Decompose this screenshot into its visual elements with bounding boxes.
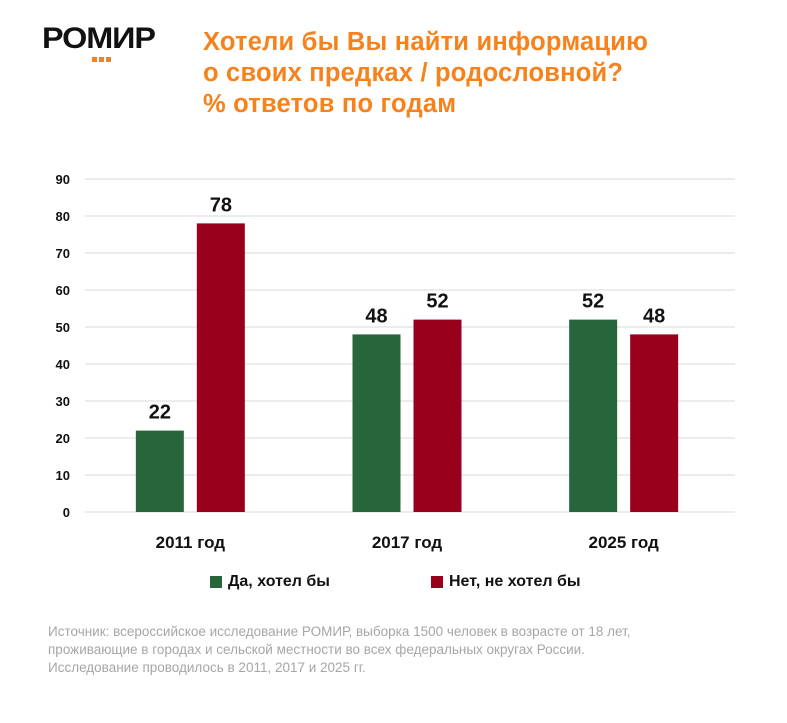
y-tick-label: 80 (56, 209, 70, 224)
footnote-line-3: Исследование проводилось в 2011, 2017 и … (48, 660, 366, 675)
legend-label-yes: Да, хотел бы (228, 573, 330, 590)
footnote-line-1: Источник: всероссийское исследование РОМ… (48, 624, 631, 639)
x-tick-label: 2011 год (156, 533, 226, 552)
y-tick-label: 10 (56, 468, 70, 483)
y-tick-label: 90 (56, 172, 70, 187)
bar-chart: 0 10 20 30 40 50 60 70 80 90 22 78 48 52 52 48 2011 го… (56, 172, 735, 552)
gridlines (85, 178, 735, 513)
title-line-2: о своих предках / родословной? (203, 59, 624, 87)
data-label: 52 (426, 291, 448, 313)
data-label: 78 (210, 194, 232, 216)
y-tick-label: 70 (56, 246, 70, 261)
legend-swatch-yes (210, 576, 222, 588)
bar (630, 334, 679, 512)
data-labels: 22 78 48 52 52 48 (149, 194, 666, 423)
legend: Да, хотел бы Нет, не хотел бы (0, 573, 787, 593)
y-tick-label: 60 (56, 283, 70, 298)
source-footnote: Источник: всероссийское исследование РОМ… (48, 623, 631, 677)
bar (413, 319, 462, 512)
logo-text: РОМИР (42, 22, 156, 55)
legend-label-no: Нет, не хотел бы (449, 573, 581, 590)
bar (569, 319, 618, 512)
bar (196, 223, 245, 512)
logo-dots-icon (92, 57, 111, 62)
legend-item-no: Нет, не хотел бы (431, 573, 581, 591)
bar (352, 334, 401, 512)
x-axis-ticks: 2011 год 2017 год 2025 год (156, 533, 659, 552)
title-line-1: Хотели бы Вы найти информацию (203, 28, 649, 56)
x-tick-label: 2025 год (588, 533, 659, 552)
y-axis-ticks: 0 10 20 30 40 50 60 70 80 90 (56, 172, 70, 520)
bar (135, 430, 184, 512)
x-tick-label: 2017 год (372, 533, 443, 552)
legend-swatch-no (431, 576, 443, 588)
footnote-line-2: проживающие в городах и сельской местнос… (48, 642, 585, 657)
data-label: 22 (149, 402, 171, 424)
data-label: 52 (582, 291, 604, 313)
y-tick-label: 20 (56, 431, 70, 446)
data-label: 48 (365, 305, 387, 327)
y-tick-label: 50 (56, 320, 70, 335)
data-label: 48 (643, 305, 665, 327)
y-tick-label: 0 (63, 505, 70, 520)
bars (135, 223, 679, 512)
romir-logo: РОМИР (42, 24, 156, 62)
y-tick-label: 30 (56, 394, 70, 409)
y-tick-label: 40 (56, 357, 70, 372)
title-line-3: % ответов по годам (203, 90, 457, 118)
legend-item-yes: Да, хотел бы (210, 573, 330, 591)
chart-title: Хотели бы Вы найти информацию о своих пр… (203, 27, 648, 120)
